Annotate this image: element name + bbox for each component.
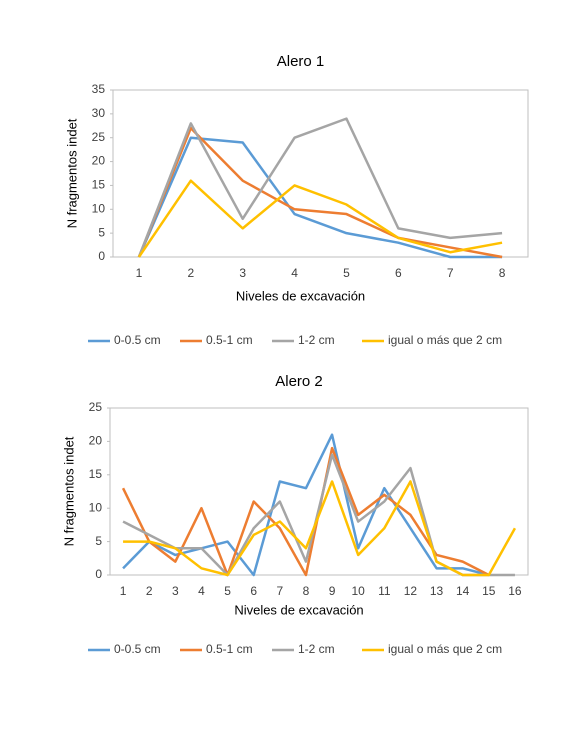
legend-label: igual o más que 2 cm [388, 642, 502, 656]
y-tick-label: 0 [98, 249, 105, 263]
x-tick-label: 5 [224, 584, 231, 598]
data-line [121, 446, 490, 577]
x-tick-label: 1 [120, 584, 127, 598]
x-tick-label: 8 [303, 584, 310, 598]
y-axis-title: N fragmentos indet [64, 118, 79, 228]
y-tick-label: 10 [89, 500, 103, 514]
y-tick-label: 25 [89, 400, 103, 414]
x-tick-label: 9 [329, 584, 336, 598]
x-tick-label: 7 [276, 584, 283, 598]
y-tick-label: 35 [92, 82, 106, 96]
x-tick-label: 15 [482, 584, 496, 598]
chart-title: Alero 1 [277, 53, 325, 70]
x-tick-label: 4 [198, 584, 205, 598]
data-line [137, 179, 503, 258]
x-tick-label: 4 [291, 266, 298, 280]
x-tick-label: 8 [499, 266, 506, 280]
x-tick-label: 3 [172, 584, 179, 598]
y-tick-label: 15 [89, 467, 103, 481]
x-tick-label: 2 [187, 266, 194, 280]
x-tick-label: 6 [250, 584, 257, 598]
y-tick-label: 10 [92, 201, 106, 215]
y-tick-label: 15 [92, 178, 106, 192]
y-tick-label: 5 [95, 534, 102, 548]
x-tick-label: 7 [447, 266, 454, 280]
x-tick-label: 14 [456, 584, 470, 598]
x-tick-label: 5 [343, 266, 350, 280]
legend-label: 1-2 cm [298, 333, 335, 347]
legend-label: 0.5-1 cm [206, 642, 253, 656]
y-tick-label: 20 [92, 154, 106, 168]
y-tick-label: 0 [95, 567, 102, 581]
data-line [123, 480, 517, 577]
x-tick-label: 11 [378, 584, 391, 598]
y-tick-label: 5 [98, 225, 105, 239]
x-tick-label: 13 [430, 584, 444, 598]
x-axis-title: Niveles de excavación [236, 288, 365, 303]
data-line [137, 117, 503, 258]
y-tick-label: 20 [89, 434, 103, 448]
chart-title: Alero 2 [275, 373, 323, 390]
x-tick-label: 1 [136, 266, 143, 280]
data-line [122, 433, 490, 577]
x-axis-title: Niveles de excavación [234, 602, 363, 617]
legend-label: 0.5-1 cm [206, 333, 253, 347]
plot-frame [109, 407, 529, 576]
plot-frame [112, 89, 529, 258]
x-tick-label: 2 [146, 584, 153, 598]
x-tick-label: 12 [404, 584, 418, 598]
x-tick-label: 6 [395, 266, 402, 280]
x-tick-label: 10 [352, 584, 366, 598]
x-tick-label: 3 [239, 266, 246, 280]
data-line [137, 136, 503, 259]
y-tick-label: 25 [92, 130, 106, 144]
y-axis-title: N fragmentos indet [61, 436, 76, 546]
y-tick-label: 30 [92, 106, 106, 120]
x-tick-label: 16 [508, 584, 522, 598]
legend-label: 0-0.5 cm [114, 642, 161, 656]
legend-label: 0-0.5 cm [114, 333, 161, 347]
legend-label: igual o más que 2 cm [388, 333, 502, 347]
legend-label: 1-2 cm [298, 642, 335, 656]
